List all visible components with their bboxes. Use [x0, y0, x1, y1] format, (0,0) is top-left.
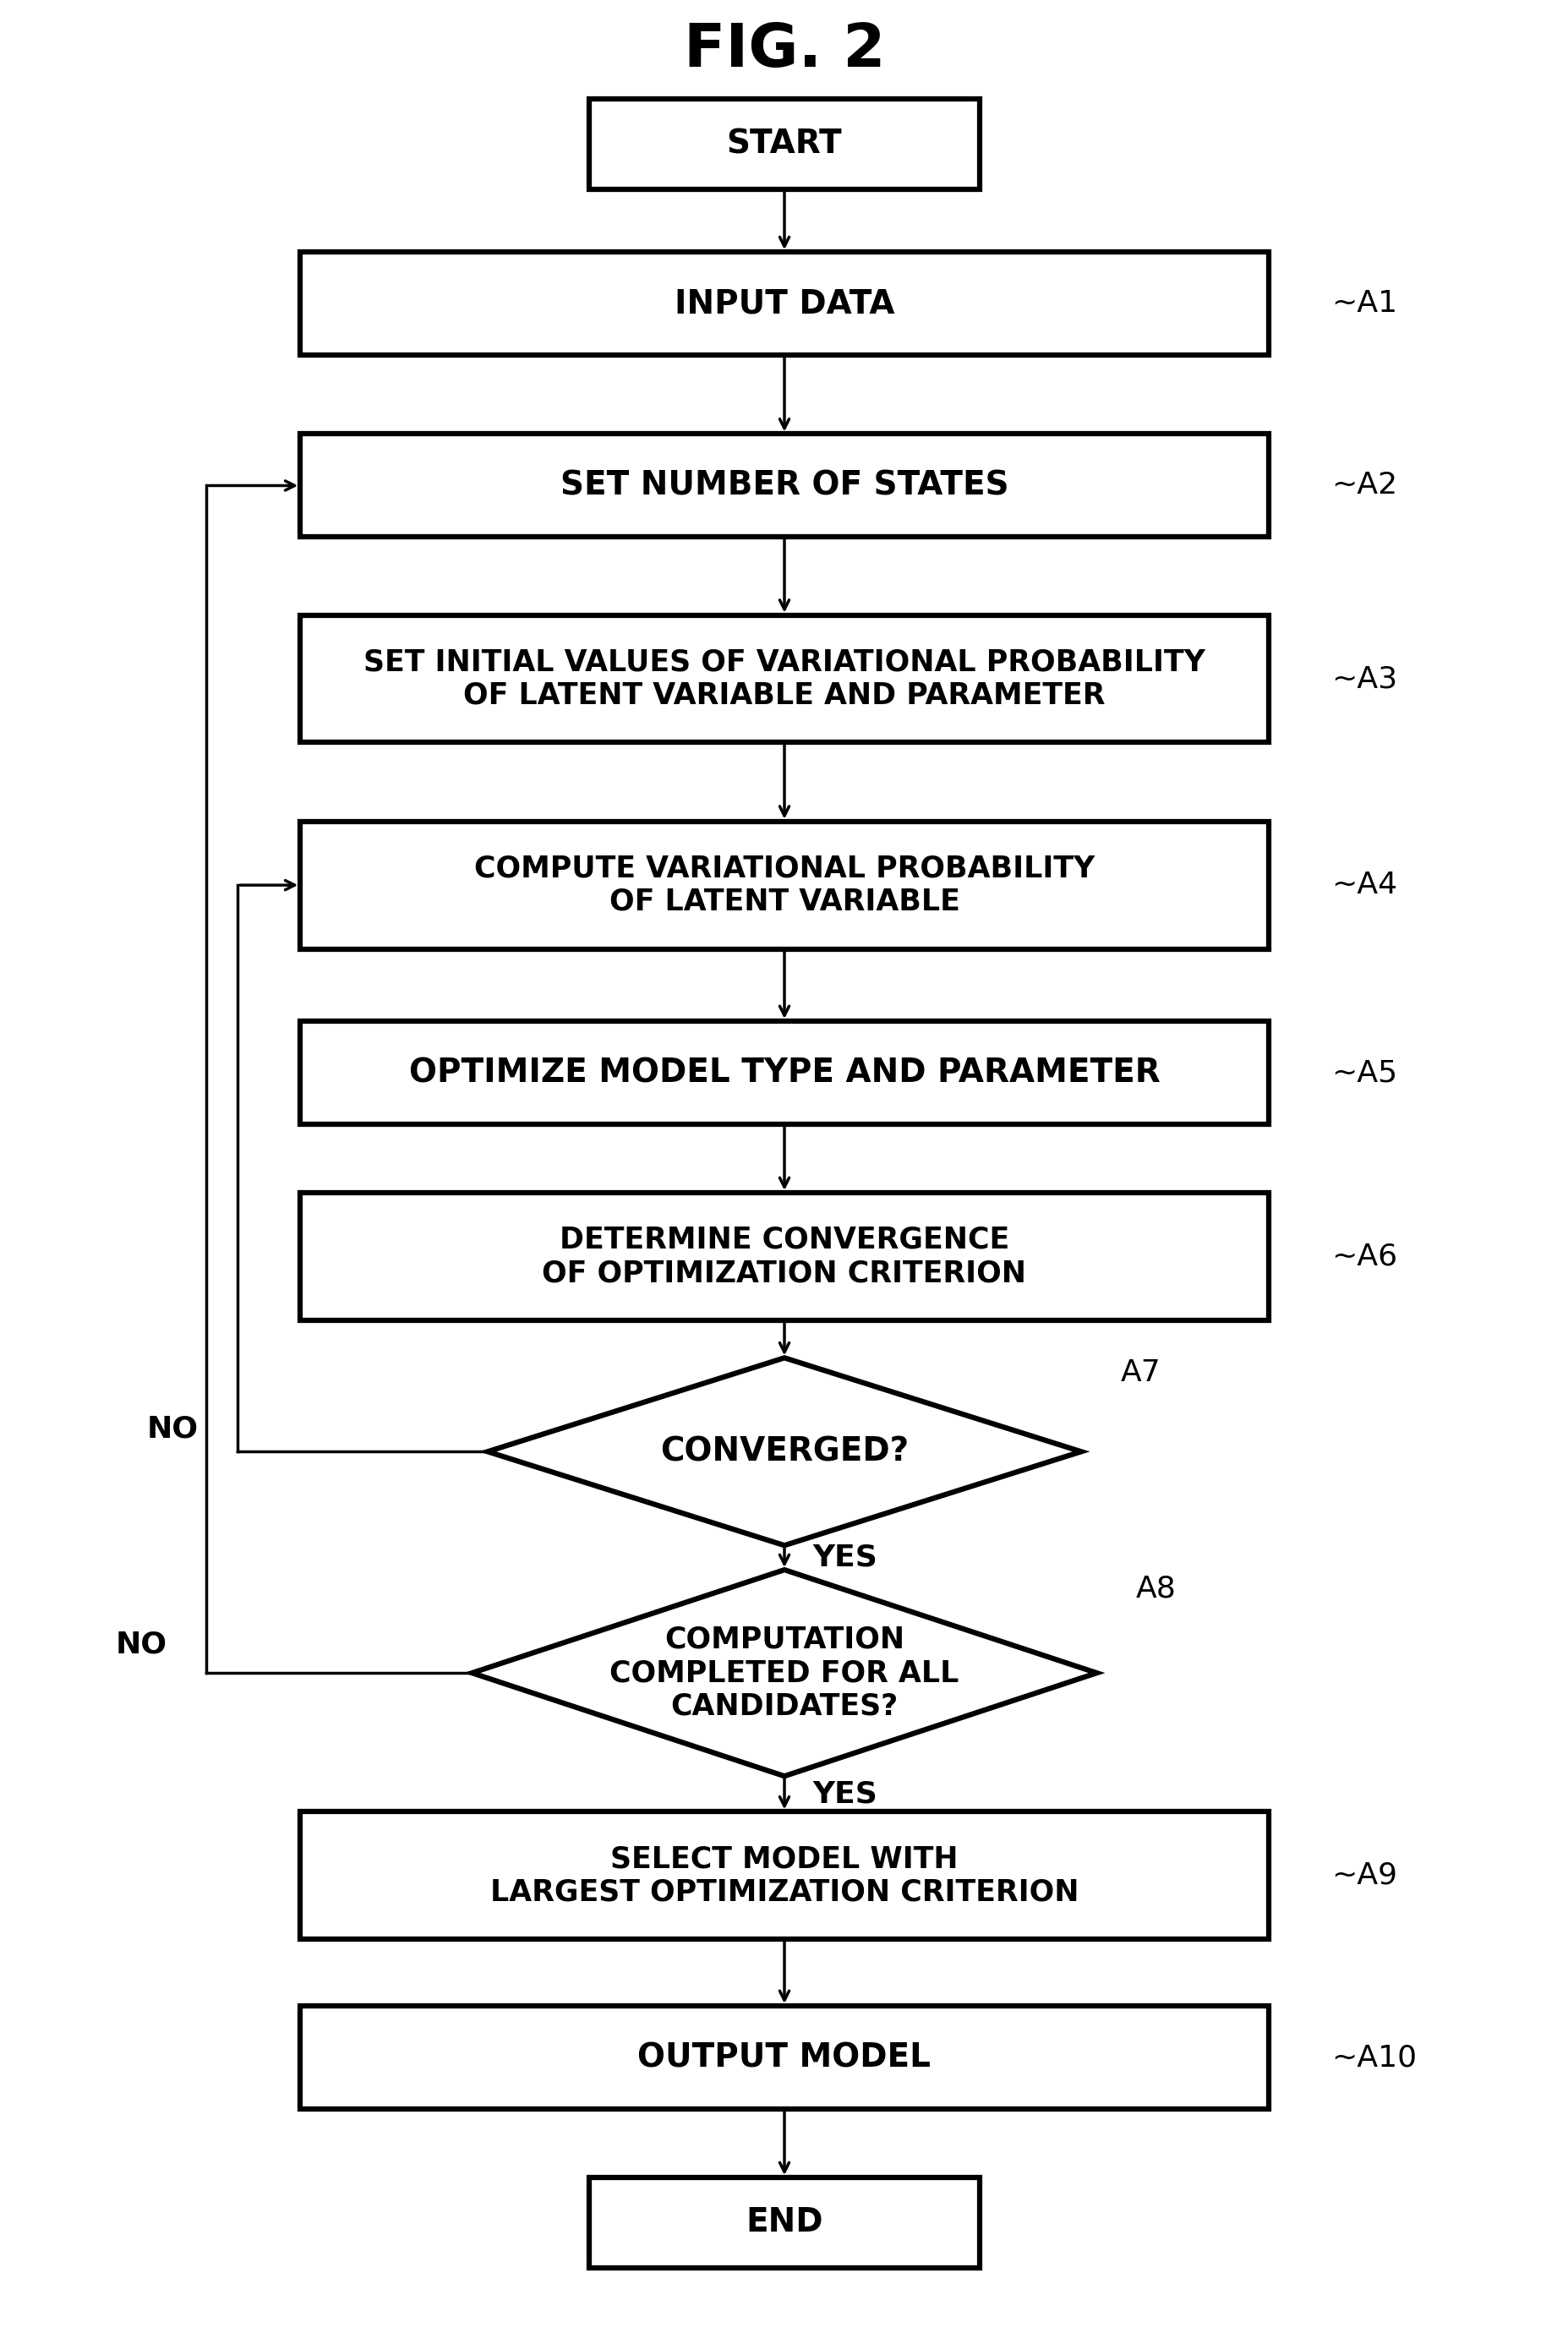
Bar	[590, 100, 978, 189]
Text: CONVERGED?: CONVERGED?	[660, 1435, 908, 1467]
Bar	[299, 1022, 1269, 1125]
Text: ~A6: ~A6	[1330, 1241, 1397, 1271]
Text: A7: A7	[1120, 1358, 1160, 1388]
Text: COMPUTE VARIATIONAL PROBABILITY
OF LATENT VARIABLE: COMPUTE VARIATIONAL PROBABILITY OF LATEN…	[474, 854, 1094, 917]
Bar	[299, 434, 1269, 537]
Bar	[299, 616, 1269, 742]
Text: ~A5: ~A5	[1330, 1059, 1397, 1087]
Text: YES: YES	[812, 1542, 877, 1572]
Text: A8: A8	[1135, 1575, 1176, 1603]
Text: END: END	[745, 2207, 823, 2240]
Text: START: START	[726, 128, 842, 161]
Text: COMPUTATION
COMPLETED FOR ALL
CANDIDATES?: COMPUTATION COMPLETED FOR ALL CANDIDATES…	[610, 1626, 958, 1722]
Text: OUTPUT MODEL: OUTPUT MODEL	[638, 2041, 930, 2074]
Text: ~A9: ~A9	[1330, 1862, 1396, 1890]
Bar	[299, 252, 1269, 355]
Bar	[590, 2177, 978, 2268]
Text: ~A3: ~A3	[1330, 665, 1397, 693]
Text: SET NUMBER OF STATES: SET NUMBER OF STATES	[560, 469, 1008, 502]
Text: NO: NO	[147, 1414, 199, 1444]
Bar	[299, 821, 1269, 950]
Bar	[299, 1813, 1269, 1939]
Text: ~A4: ~A4	[1330, 870, 1397, 901]
Text: NO: NO	[116, 1631, 168, 1659]
Polygon shape	[472, 1570, 1096, 1775]
Bar	[299, 2006, 1269, 2109]
Bar	[299, 1192, 1269, 1320]
Text: ~A2: ~A2	[1330, 471, 1397, 499]
Text: SET INITIAL VALUES OF VARIATIONAL PROBABILITY
OF LATENT VARIABLE AND PARAMETER: SET INITIAL VALUES OF VARIATIONAL PROBAB…	[364, 649, 1204, 709]
Text: YES: YES	[812, 1780, 877, 1808]
Polygon shape	[488, 1358, 1080, 1544]
Text: OPTIMIZE MODEL TYPE AND PARAMETER: OPTIMIZE MODEL TYPE AND PARAMETER	[409, 1057, 1159, 1090]
Text: INPUT DATA: INPUT DATA	[674, 287, 894, 320]
Text: SELECT MODEL WITH
LARGEST OPTIMIZATION CRITERION: SELECT MODEL WITH LARGEST OPTIMIZATION C…	[489, 1845, 1079, 1906]
Text: ~A1: ~A1	[1330, 289, 1397, 317]
Text: DETERMINE CONVERGENCE
OF OPTIMIZATION CRITERION: DETERMINE CONVERGENCE OF OPTIMIZATION CR…	[543, 1225, 1025, 1288]
Text: FIG. 2: FIG. 2	[684, 21, 884, 79]
Text: ~A10: ~A10	[1330, 2044, 1416, 2072]
